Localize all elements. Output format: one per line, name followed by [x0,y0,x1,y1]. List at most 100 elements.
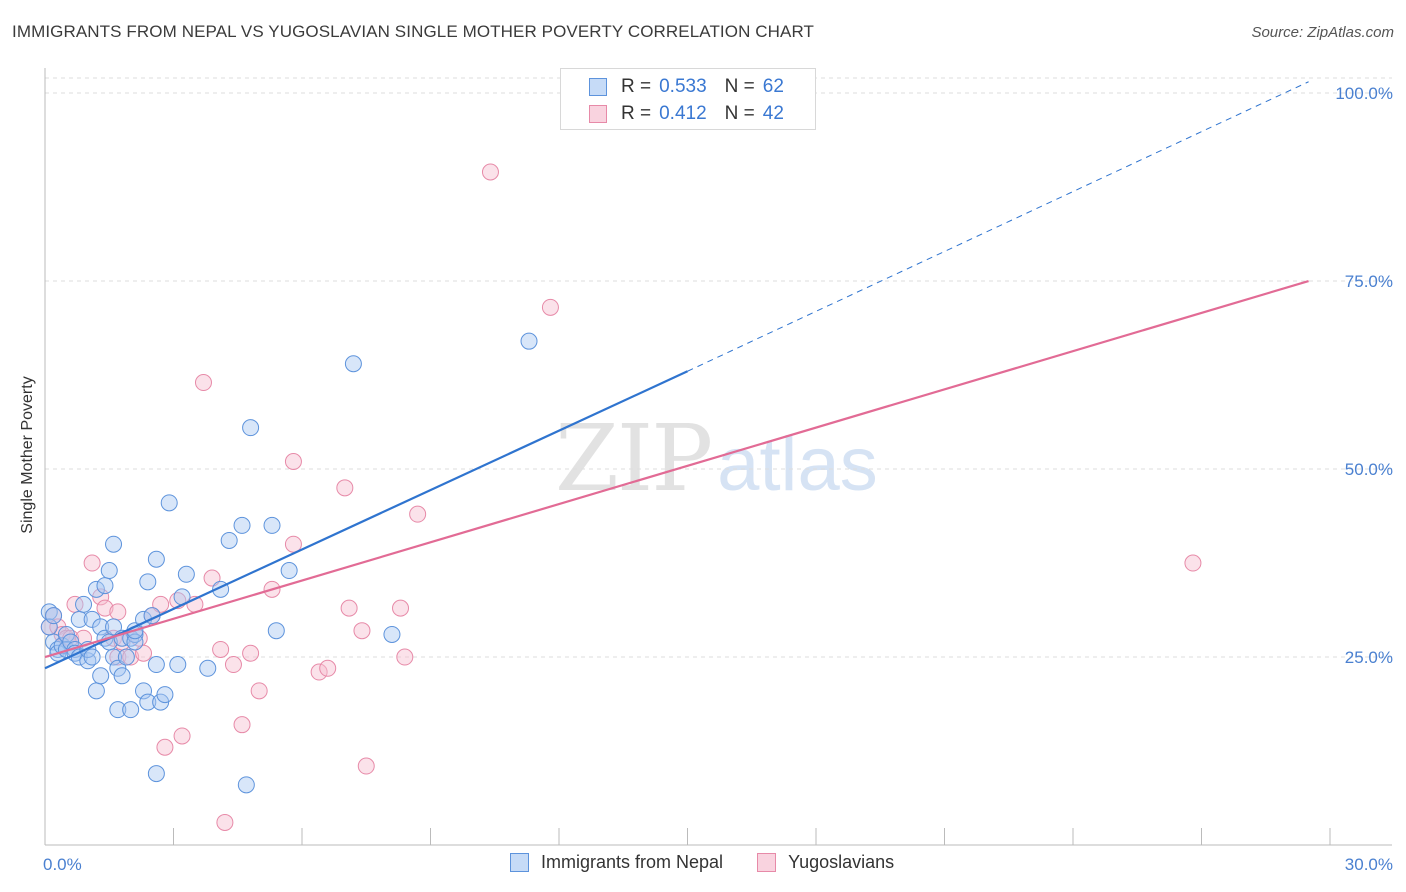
data-point-nepal [100,562,118,580]
data-point-yugoslavians [216,813,234,831]
data-point-yugoslavians [284,535,302,553]
data-point-nepal [267,622,285,640]
data-point-nepal [122,701,140,719]
data-point-nepal [156,686,174,704]
data-point-nepal [105,618,123,636]
data-point-yugoslavians [233,716,251,734]
data-point-yugoslavians [212,640,230,658]
y-tick-label: 75.0% [1345,272,1393,291]
data-point-nepal [242,419,260,437]
data-point-yugoslavians [336,479,354,497]
data-point-yugoslavians [203,569,221,587]
data-point-nepal [233,516,251,534]
watermark: ZIPatlas [555,405,878,512]
data-point-yugoslavians [224,656,242,674]
data-point-nepal [75,595,93,613]
data-point-nepal [280,562,298,580]
legend-r-value: 0.412 [659,103,707,124]
legend-swatch-blue [510,853,529,872]
data-point-nepal [113,667,131,685]
data-point-nepal [237,776,255,794]
data-point-yugoslavians [541,298,559,316]
data-point-nepal [135,682,153,700]
data-point-nepal [117,648,135,666]
data-point-yugoslavians [319,659,337,677]
data-point-nepal [344,355,362,373]
chart-title: IMMIGRANTS FROM NEPAL VS YUGOSLAVIAN SIN… [12,22,815,41]
data-point-yugoslavians [173,727,191,745]
data-point-nepal [139,573,157,591]
data-point-yugoslavians [284,453,302,470]
legend-label-nepal: Immigrants from Nepal [541,852,724,872]
data-point-yugoslavians [392,599,410,617]
series-legend: Immigrants from Nepal Yugoslavians [510,852,928,873]
legend-item-yugoslavians: Yugoslavians [757,852,894,873]
data-point-yugoslavians [357,757,375,775]
data-point-yugoslavians [242,644,260,662]
legend-r-label: R = [621,103,652,124]
data-point-nepal [263,516,281,534]
legend-swatch-blue [589,78,607,96]
data-point-yugoslavians [109,603,127,621]
data-point-nepal [220,531,238,549]
data-point-nepal [96,577,114,595]
data-point-nepal [92,667,110,685]
data-point-nepal [87,682,105,700]
data-point-yugoslavians [396,648,414,666]
trend-lines [44,81,1309,670]
data-point-nepal [139,693,157,711]
data-point-yugoslavians [83,554,101,572]
data-point-nepal [199,659,217,677]
data-point-nepal [83,648,101,666]
data-point-yugoslavians [1184,554,1202,572]
y-tick-label: 100.0% [1335,84,1393,103]
y-tick-label: 50.0% [1345,460,1393,479]
data-point-yugoslavians [135,644,153,662]
watermark-atlas: atlas [717,422,878,507]
x-tick-label: 0.0% [43,855,82,874]
data-point-nepal [45,607,63,625]
trend-line-nepal-extension [687,81,1309,372]
tick-labels: 25.0% 50.0% 75.0% 100.0% 0.0% 30.0% [43,84,1393,874]
correlation-legend: R = 0.533 N = 62 R = 0.412 N = 42 [560,68,816,130]
data-point-nepal [383,625,401,643]
data-point-yugoslavians [96,599,114,617]
data-point-nepal [147,765,165,783]
data-point-yugoslavians [353,622,371,640]
legend-row-nepal: R = 0.533 N = 62 [589,75,784,99]
watermark-zip: ZIP [555,405,713,512]
data-point-nepal [92,618,110,636]
series-yugoslavians [40,84,1202,831]
data-point-nepal [177,565,195,583]
data-point-nepal [109,701,127,719]
data-point-nepal [105,535,123,553]
data-point-yugoslavians [152,595,170,613]
data-point-nepal [520,332,538,350]
data-point-nepal [160,494,178,512]
legend-item-nepal: Immigrants from Nepal [510,852,723,873]
source-label: Source: ZipAtlas.com [1251,24,1394,41]
legend-n-value: 62 [762,76,784,97]
legend-swatch-pink [589,105,607,123]
data-point-nepal [169,656,187,674]
legend-swatch-pink [757,853,777,872]
y-tick-label: 25.0% [1345,648,1393,667]
legend-n-value: 42 [762,103,784,124]
legend-n-label: N = [724,103,755,124]
data-point-yugoslavians [310,663,328,681]
legend-n-label: N = [724,76,755,97]
legend-r-label: R = [621,76,652,97]
legend-row-yugoslavians: R = 0.412 N = 42 [589,102,784,126]
data-point-yugoslavians [340,599,358,617]
data-point-yugoslavians [250,682,268,700]
data-point-yugoslavians [156,738,174,756]
data-point-nepal [105,648,123,666]
trend-line-yugoslavians [44,279,1309,659]
data-point-yugoslavians [409,505,427,523]
legend-label-yugoslavians: Yugoslavians [788,852,895,872]
data-point-nepal [147,550,165,568]
series-nepal [40,332,538,794]
data-point-nepal [87,580,105,598]
x-tick-label: 30.0% [1345,855,1393,874]
